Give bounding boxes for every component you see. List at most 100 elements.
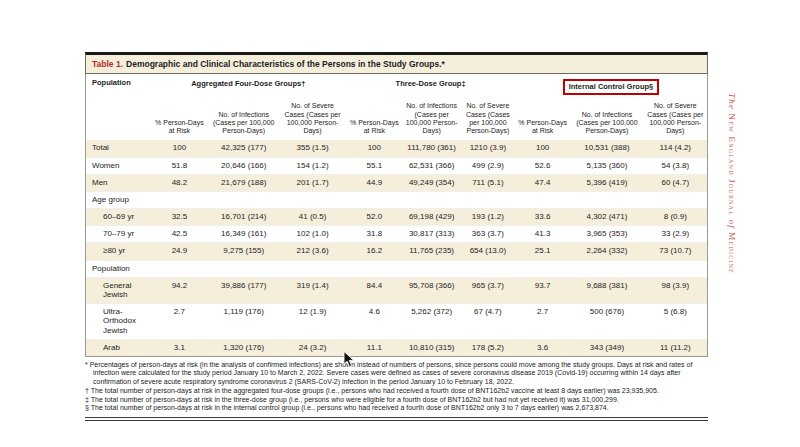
table-title-bar: Table 1.Demographic and Clinical Charact…	[85, 52, 708, 74]
table-cell: 711 (5.1)	[461, 174, 515, 191]
table-cell: 9,688 (381)	[570, 277, 643, 303]
row-label: 70–79 yr	[86, 226, 150, 243]
table-row: Men48.221,679 (188)201 (1.7)44.949,249 (…	[86, 174, 707, 191]
table-cell: 62,531 (366)	[402, 157, 460, 174]
table-title: Demographic and Clinical Characteristics…	[126, 59, 445, 69]
table-cell: 4.6	[346, 304, 402, 340]
row-label: Ultra-Orthodox Jewish	[86, 304, 150, 340]
population-column-header: Population	[86, 74, 150, 140]
table-cell: 32.5	[150, 209, 208, 226]
bottom-double-rule	[85, 417, 708, 421]
table-cell: 201 (1.7)	[279, 174, 346, 191]
table-cell	[346, 191, 402, 208]
table-cell: 42,325 (177)	[209, 140, 279, 157]
table-cell: 20,646 (166)	[209, 157, 279, 174]
table-cell	[402, 260, 460, 277]
table-cell: 178 (5.2)	[461, 339, 515, 356]
table-cell: 100	[515, 140, 570, 157]
table-cell: 84.4	[346, 277, 402, 303]
table-row: Total10042,325 (177)355 (1.5)100111,780 …	[86, 140, 707, 157]
table-row: 60–69 yr32.516,701 (214)41 (0.5)52.069,1…	[86, 209, 707, 226]
subheader-severe: No. of Severe Cases (Cases per 100,000 P…	[461, 99, 515, 140]
subheader-severe: No. of Severe Cases (Cases per 100,000 P…	[644, 99, 707, 140]
table-cell: 654 (13.0)	[461, 243, 515, 260]
table-cell: 16,349 (161)	[209, 226, 279, 243]
table-cell: 94.2	[150, 277, 208, 303]
table-cell: 10,531 (388)	[570, 140, 643, 157]
subheader-row: % Person-Days at Risk No. of Infections …	[86, 99, 707, 140]
table-row: Age group	[86, 191, 707, 208]
table-body-box: Population Aggregated Four-Dose Groups† …	[85, 74, 708, 357]
table-row: Women51.820,646 (166)154 (1.2)55.162,531…	[86, 157, 707, 174]
table-cell: 102 (1.0)	[279, 226, 346, 243]
table-cell: 52.6	[515, 157, 570, 174]
table-cell: 69,198 (429)	[402, 209, 460, 226]
table-cell	[461, 260, 515, 277]
table-cell: 33.6	[515, 209, 570, 226]
table-cell: 49,249 (354)	[402, 174, 460, 191]
row-label: General Jewish	[86, 277, 150, 303]
table-cell: 98 (3.9)	[644, 277, 707, 303]
table-cell: 41.3	[515, 226, 570, 243]
row-label: Population	[86, 260, 150, 277]
table-cell	[209, 260, 279, 277]
mouse-cursor-icon	[343, 351, 355, 368]
subheader-pct-days: % Person-Days at Risk	[150, 99, 208, 140]
table-cell	[279, 191, 346, 208]
table-cell: 24 (3.2)	[279, 339, 346, 356]
table-cell	[644, 191, 707, 208]
table-cell: 16,701 (214)	[209, 209, 279, 226]
table-cell	[644, 260, 707, 277]
table-cell	[279, 260, 346, 277]
table-cell: 95,708 (366)	[402, 277, 460, 303]
table-cell: 1,320 (176)	[209, 339, 279, 356]
table-cell: 193 (1.2)	[461, 209, 515, 226]
table-cell	[515, 191, 570, 208]
table-cell: 33 (2.9)	[644, 226, 707, 243]
table-cell: 154 (1.2)	[279, 157, 346, 174]
table-cell	[570, 260, 643, 277]
group-header-four-dose: Aggregated Four-Dose Groups†	[150, 74, 346, 99]
subheader-pct-days: % Person-Days at Risk	[515, 99, 570, 140]
table-cell: 5 (6.8)	[644, 304, 707, 340]
footnote-text: The total number of person-days at risk …	[89, 387, 659, 394]
table-row: 70–79 yr42.516,349 (161)102 (1.0)31.830,…	[86, 226, 707, 243]
table-cell: 30,817 (313)	[402, 226, 460, 243]
table-row: General Jewish94.239,886 (177)319 (1.4)8…	[86, 277, 707, 303]
table-cell: 363 (3.7)	[461, 226, 515, 243]
table-cell: 48.2	[150, 174, 208, 191]
subheader-infections: No. of Infections (Cases per 100,000 Per…	[402, 99, 460, 140]
table-cell: 499 (2.9)	[461, 157, 515, 174]
table-cell: 11,765 (235)	[402, 243, 460, 260]
subheader-infections: No. of Infections (Cases per 100,000 Per…	[209, 99, 279, 140]
table-cell: 9,275 (155)	[209, 243, 279, 260]
table-cell	[346, 260, 402, 277]
masthead-the: The	[727, 93, 737, 114]
masthead-journal: New England Journal	[727, 114, 737, 220]
row-label: Arab	[86, 339, 150, 356]
table-cell	[515, 260, 570, 277]
masthead-medicine: Medicine	[727, 232, 737, 274]
table-cell: 24.9	[150, 243, 208, 260]
table-cell	[150, 191, 208, 208]
row-label: Age group	[86, 191, 150, 208]
footnote-text: Percentages of person-days at risk (in t…	[88, 361, 693, 385]
table-cell	[150, 260, 208, 277]
table-cell: 212 (3.6)	[279, 243, 346, 260]
table-cell: 500 (676)	[570, 304, 643, 340]
table-cell: 5,262 (372)	[402, 304, 460, 340]
table-row: Arab3.11,320 (176)24 (3.2)11.110,810 (31…	[86, 339, 707, 356]
subheader-infections: No. of Infections (Cases per 100,000 Per…	[570, 99, 643, 140]
table-cell: 3,965 (353)	[570, 226, 643, 243]
subheader-pct-days: % Person-Days at Risk	[346, 99, 402, 140]
table-cell	[402, 191, 460, 208]
table-cell: 67 (4.7)	[461, 304, 515, 340]
table-cell: 25.1	[515, 243, 570, 260]
group-header-three-dose: Three-Dose Group‡	[346, 74, 515, 99]
footnote-text: The total number of person-days at risk …	[89, 396, 619, 403]
row-label: Men	[86, 174, 150, 191]
table-cell: 42.5	[150, 226, 208, 243]
table-cell: 2,264 (332)	[570, 243, 643, 260]
table-cell: 52.0	[346, 209, 402, 226]
group-header-internal-control: Internal Control Group§	[515, 74, 707, 99]
